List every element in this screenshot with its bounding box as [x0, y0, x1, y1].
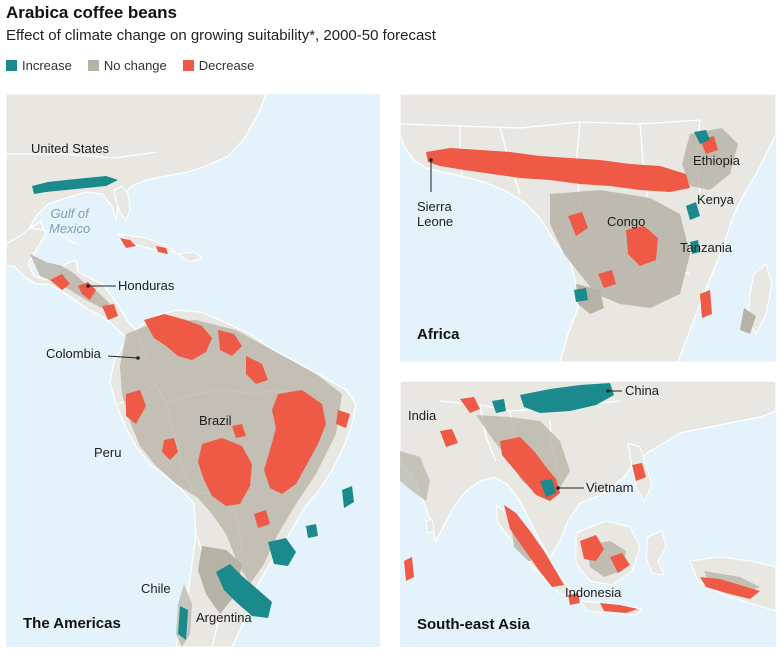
asia-map: [400, 381, 776, 616]
label-colombia: Colombia: [46, 346, 101, 361]
label-chile: Chile: [141, 581, 171, 596]
legend-item-no-change: No change: [87, 58, 167, 73]
legend-label-increase: Increase: [22, 58, 72, 73]
label-sierra-leone: Sierra Leone: [417, 199, 454, 229]
north-america-landmass: [6, 94, 267, 251]
increase-zones: [574, 130, 710, 302]
label-china: China: [625, 383, 659, 398]
sulawesi-landmass: [645, 530, 667, 576]
decrease-zones: [50, 238, 350, 528]
legend: Increase No change Decrease: [6, 58, 254, 73]
china-marker: [606, 389, 610, 393]
label-honduras: Honduras: [118, 278, 175, 293]
sri-lanka-landmass: [425, 518, 435, 534]
legend-label-no-change: No change: [103, 58, 167, 73]
label-argentina: Argentina: [196, 610, 252, 625]
honduras-marker: [86, 284, 90, 288]
sierra-leone-marker: [429, 158, 433, 162]
panel-title-africa: Africa: [417, 326, 460, 343]
label-india: India: [408, 408, 437, 423]
label-congo: Congo: [607, 214, 646, 229]
no-change-zones: [550, 128, 756, 334]
map-panel-africa: Ethiopia Kenya Congo Tanzania Sierra Leo…: [400, 94, 776, 362]
label-tanzania: Tanzania: [680, 240, 733, 255]
chart-subtitle: Effect of climate change on growing suit…: [6, 27, 436, 44]
legend-label-decrease: Decrease: [198, 58, 255, 73]
hispaniola-landmass: [176, 251, 204, 263]
decrease-zones: [404, 397, 760, 613]
label-gulf-of-mexico: Gulf of Mexico: [49, 206, 91, 236]
americas-map: [6, 94, 357, 647]
colombia-marker: [136, 356, 140, 360]
increase-zones: [32, 176, 354, 640]
panel-title-americas: The Americas: [23, 615, 121, 632]
label-brazil: Brazil: [199, 413, 232, 428]
label-ethiopia: Ethiopia: [693, 153, 740, 168]
decrease-zones: [426, 136, 718, 318]
increase-zones: [492, 383, 614, 497]
legend-swatch-increase: [6, 60, 17, 71]
colombia-leader-line: [107, 355, 139, 359]
label-indonesia: Indonesia: [565, 585, 622, 600]
panel-title-asia: South-east Asia: [417, 616, 530, 633]
legend-item-decrease: Decrease: [182, 58, 255, 73]
africa-map: [400, 94, 776, 362]
label-peru: Peru: [94, 445, 122, 460]
legend-swatch-no-change: [87, 60, 99, 71]
label-vietnam: Vietnam: [586, 480, 634, 495]
map-panel-asia: India China Vietnam Indonesia South-east…: [400, 381, 776, 647]
chart-title: Arabica coffee beans: [6, 3, 178, 22]
legend-item-increase: Increase: [6, 58, 72, 73]
legend-swatch-decrease: [182, 60, 194, 71]
florida-landmass: [113, 185, 131, 222]
map-panel-americas: United States Gulf of Mexico Honduras Co…: [6, 94, 380, 647]
label-united-states: United States: [31, 141, 110, 156]
vietnam-marker: [556, 486, 560, 490]
label-kenya: Kenya: [697, 192, 734, 207]
